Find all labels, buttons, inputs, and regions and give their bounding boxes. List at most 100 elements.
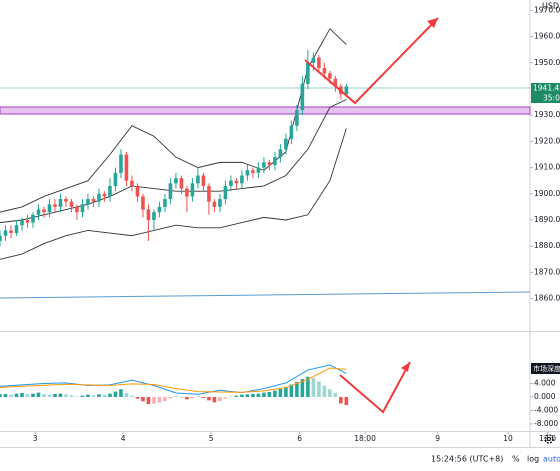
histogram-bar: [207, 396, 211, 401]
histogram-bar: [9, 394, 13, 397]
zone: [0, 106, 531, 115]
candle-body: [185, 188, 189, 197]
settings-icon[interactable]: [544, 434, 554, 444]
y-tick-label: 1950.000: [534, 58, 560, 67]
candle-body: [3, 230, 8, 236]
candle-body: [300, 83, 305, 110]
y-tick-label: 1910.000: [534, 163, 560, 172]
x-tick-label: 12:0: [539, 434, 556, 443]
candle-body: [20, 220, 24, 226]
depth-button-bg[interactable]: [531, 363, 560, 374]
arrow-head: [401, 362, 410, 372]
histogram-bar: [174, 395, 178, 397]
candle-body: [344, 86, 349, 95]
candle-body: [256, 167, 261, 173]
candle-body: [273, 157, 277, 165]
candle-body: [234, 180, 239, 184]
band-line: [0, 99, 347, 224]
candle-body: [311, 57, 316, 63]
histogram-bar: [256, 393, 261, 397]
histogram-bar: [267, 391, 272, 397]
histogram-bar: [234, 395, 239, 397]
currency: USD: [542, 2, 559, 11]
price-label-bg: [531, 83, 560, 93]
histogram-bar: [119, 389, 123, 397]
candle-body: [130, 180, 134, 186]
histogram-bar: [295, 382, 299, 397]
x-tick-label: 18:00: [354, 434, 376, 443]
candle-body: [267, 162, 272, 165]
histogram-bar: [218, 396, 222, 402]
y-tick-label: 0.000: [534, 392, 556, 401]
histogram-bar: [333, 392, 338, 397]
toolbar-button[interactable]: auto: [543, 455, 560, 464]
countdown-bg: [531, 93, 560, 103]
histogram-bar: [157, 396, 162, 403]
histogram-bar: [251, 393, 255, 397]
y-tick-label: -8.000: [534, 419, 558, 428]
histogram-bar: [201, 396, 206, 399]
histogram-bar: [64, 394, 68, 397]
histogram-bar: [53, 393, 57, 397]
candle-body: [289, 125, 294, 139]
candle-body: [42, 209, 46, 213]
candle-body: [190, 183, 195, 197]
candle-body: [113, 172, 118, 186]
candle-body: [174, 178, 178, 184]
histogram-bar: [289, 384, 294, 397]
y-tick-label: 1930.000: [534, 110, 560, 119]
last-price: 1941.421: [533, 84, 560, 93]
histogram-bar: [36, 392, 41, 397]
y-tick-label: 1960.000: [534, 32, 560, 41]
trend-line: [0, 291, 531, 299]
indicator-line: [0, 364, 347, 395]
toolbar-button[interactable]: %: [512, 455, 520, 464]
x-tick-label: 10: [503, 434, 513, 443]
drawn-arrow: [339, 361, 411, 414]
candle-body: [14, 225, 19, 234]
y-tick-label: 1900.000: [534, 189, 560, 198]
candle-body: [245, 170, 250, 176]
histogram-bar: [322, 385, 327, 397]
candle-body: [69, 201, 74, 207]
candle-body: [201, 175, 206, 186]
histogram-bar: [328, 389, 332, 397]
y-tick-label: -4.000: [534, 405, 558, 414]
y-tick-label: 1970.000: [534, 5, 560, 14]
candle-body: [80, 204, 85, 213]
main-panel: [0, 28, 349, 260]
drawn-arrow: [304, 17, 439, 105]
histogram-bar: [130, 395, 134, 397]
histogram-bar: [273, 390, 277, 397]
y-tick-label: 1860.000: [534, 294, 560, 303]
histogram-bar: [190, 396, 195, 399]
candle-body: [91, 199, 96, 202]
candle-body: [135, 185, 140, 197]
histogram-bar: [212, 396, 217, 403]
histogram-bar: [91, 395, 96, 397]
candle-body: [25, 220, 30, 223]
toolbar-button[interactable]: log: [527, 455, 539, 464]
candle-body: [163, 199, 167, 207]
histogram-bar: [102, 394, 107, 397]
candle-body: [333, 78, 338, 87]
x-tick-label: 5: [209, 434, 214, 443]
x-tick-label: 4: [121, 434, 126, 443]
candle-body: [86, 199, 90, 205]
depth-button[interactable]: 市场深度: [533, 364, 560, 373]
candle-body: [223, 185, 228, 200]
histogram-bar: [344, 396, 349, 406]
indicator-line: [0, 367, 347, 393]
candle-body: [251, 170, 255, 173]
histogram-bar: [339, 396, 343, 404]
histogram-bar: [31, 393, 35, 397]
candle-body: [124, 154, 129, 181]
histogram-bar: [168, 396, 173, 399]
candle-body: [207, 185, 211, 202]
candle-body: [146, 209, 151, 220]
candle-body: [262, 162, 266, 168]
candle-body: [295, 110, 299, 126]
histogram-bar: [311, 378, 316, 397]
